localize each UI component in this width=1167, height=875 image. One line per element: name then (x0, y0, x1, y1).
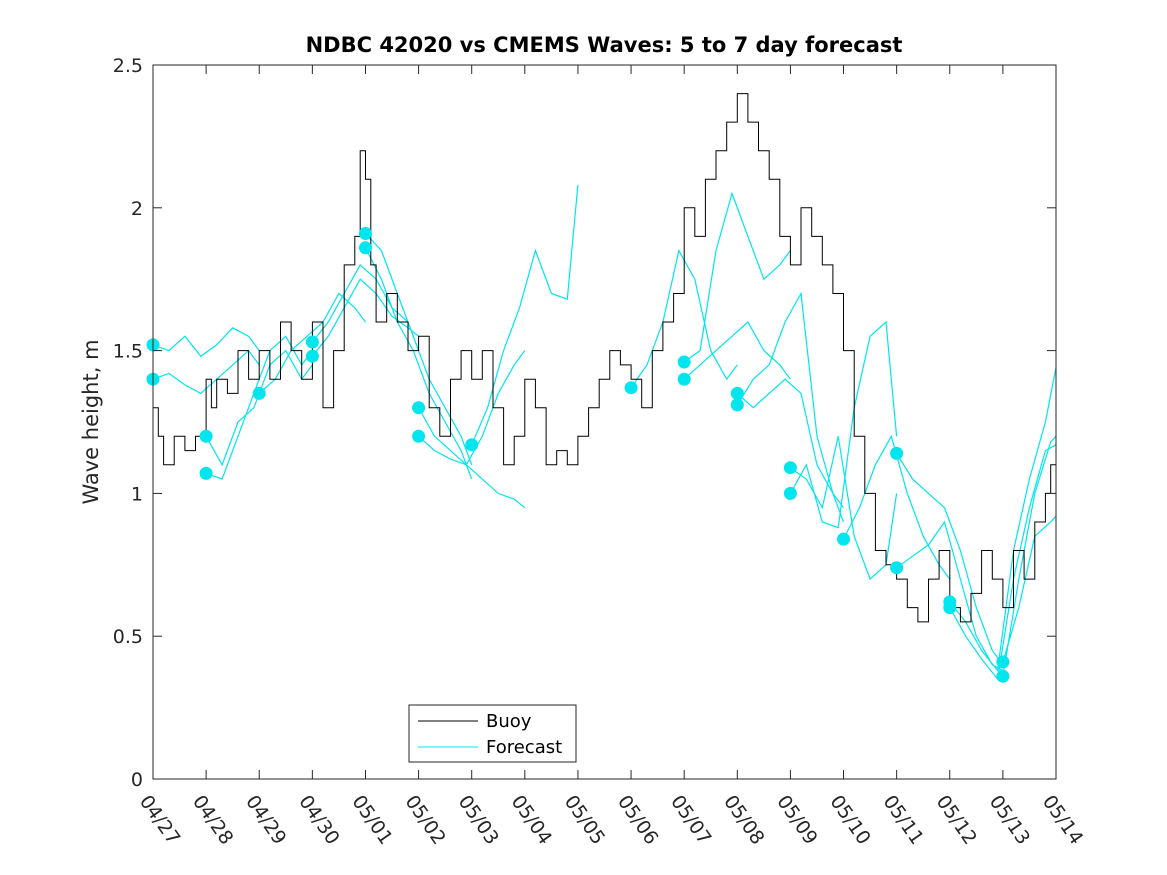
y-axis-label: Wave height, m (79, 339, 103, 504)
forecast-line-3 (205, 335, 313, 480)
y-tick-label: 1.5 (113, 341, 143, 363)
forecast-line-5 (311, 278, 419, 357)
forecast-start-marker (996, 669, 1010, 683)
forecast-line-13 (683, 191, 791, 363)
forecast-line-25 (1002, 435, 1057, 677)
forecast-start-marker (305, 335, 319, 349)
forecast-line-2 (205, 349, 313, 467)
forecast-start-marker (677, 355, 691, 369)
forecast-start-marker (890, 446, 904, 460)
forecast-line-18 (789, 320, 898, 529)
forecast-start-marker (783, 486, 797, 500)
legend: Buoy Forecast (408, 704, 577, 763)
y-tick-label: 0.5 (113, 626, 143, 648)
forecast-start-marker (730, 386, 744, 400)
forecast-start-marker (199, 429, 213, 443)
forecast-line-11 (471, 184, 579, 446)
forecast-line-22 (949, 367, 1057, 672)
forecast-start-marker (837, 532, 850, 546)
forecast-start-marker (412, 429, 426, 443)
forecast-start-marker (359, 241, 372, 255)
forecast-start-marker (465, 438, 479, 452)
y-tick-label: 2.5 (113, 55, 143, 77)
forecast-line-20 (896, 453, 1004, 666)
forecast-line-15 (736, 378, 844, 509)
y-tick-label: 0 (131, 769, 143, 791)
forecast-line-17 (790, 436, 898, 581)
forecast-line-9 (418, 407, 526, 509)
y-tick-label: 2 (131, 198, 143, 220)
series-layer (146, 93, 1057, 683)
plot-area (153, 65, 1056, 779)
forecast-start-marker (943, 601, 957, 615)
forecast-line-19 (842, 434, 951, 580)
y-tick-label: 1 (131, 483, 143, 505)
plot-frame (152, 64, 1057, 780)
forecast-start-marker (730, 398, 744, 412)
forecast-start-marker (359, 227, 372, 240)
forecast-line-14 (683, 321, 791, 380)
legend-box (408, 704, 577, 763)
forecast-start-marker (305, 349, 319, 363)
forecast-line-8 (364, 247, 473, 480)
chart-title: NDBC 42020 vs CMEMS Waves: 5 to 7 day fo… (306, 33, 903, 57)
forecast-start-marker (412, 401, 426, 415)
forecast-line-4 (258, 292, 366, 394)
forecast-line-23 (949, 444, 1057, 681)
forecast-start-marker (252, 386, 266, 400)
forecast-line-0 (152, 327, 260, 358)
legend-label-buoy: Buoy (486, 711, 532, 732)
forecast-line-7 (365, 233, 473, 466)
forecast-line-6 (311, 263, 420, 351)
forecast-line-16 (736, 291, 845, 523)
forecast-start-marker (624, 381, 638, 395)
forecast-start-marker (783, 461, 797, 475)
legend-label-forecast: Forecast (486, 737, 562, 758)
forecast-start-marker (677, 372, 691, 386)
forecast-line-1 (152, 349, 260, 395)
forecast-start-marker (890, 561, 904, 575)
forecast-line-12 (630, 248, 738, 389)
forecast-start-marker (199, 466, 213, 480)
buoy-line (153, 93, 1057, 623)
forecast-start-marker (996, 655, 1010, 669)
